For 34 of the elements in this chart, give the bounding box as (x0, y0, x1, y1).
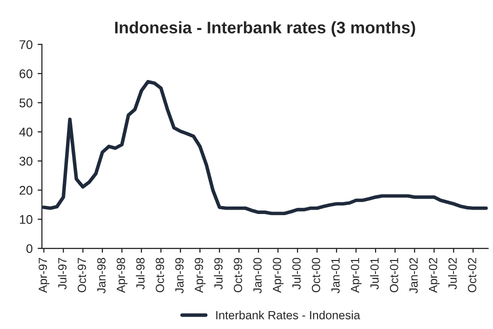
y-tick-label: 20 (20, 186, 32, 195)
y-tick-label: 30 (19, 156, 32, 166)
x-tick-label: Jul-97 (58, 258, 67, 290)
x-tick-label: Apr-02 (428, 258, 440, 293)
x-tick-label: Jul-01 (370, 258, 379, 290)
y-tick-label: 10 (20, 215, 32, 224)
x-tick-label: Apr-00 (272, 258, 284, 293)
y-tick-label: 0 (26, 244, 32, 254)
x-tick-label: Jan-98 (97, 258, 106, 294)
x-tick-label: Oct-00 (312, 258, 320, 292)
x-tick-label: Apr-01 (350, 258, 362, 293)
legend-label: Interbank Rates - Indonesia (216, 310, 360, 320)
y-tick-label: 50 (19, 98, 32, 108)
y-tick-label: 70 (20, 40, 32, 50)
x-tick-label: Jan-01 (331, 258, 340, 294)
x-tick-label: Oct-99 (234, 258, 242, 292)
y-tick-label: 60 (20, 69, 32, 78)
x-tick-label: Jul-02 (448, 258, 457, 290)
x-tick-label: Oct-01 (390, 258, 398, 292)
y-tick-label: 40 (19, 128, 32, 136)
x-tick-label: Oct-02 (468, 258, 476, 292)
line-series (42, 80, 488, 216)
x-tick-label: Oct-97 (78, 258, 86, 292)
x-tick-label: Jul-00 (292, 258, 301, 290)
x-tick-label: Apr-98 (116, 258, 128, 293)
chart-title: Indonesia - Interbank rates (3 months) (115, 21, 416, 37)
x-tick-label: Jan-02 (409, 258, 418, 294)
x-tick-label: Jan-99 (175, 258, 184, 294)
x-tick-label: Jul-98 (136, 258, 145, 290)
x-tick-label: Oct-98 (156, 258, 164, 292)
x-tick-label: Jan-00 (253, 258, 262, 294)
x-tick-label: Jul-99 (214, 258, 223, 290)
x-tick-label: Apr-97 (38, 258, 50, 293)
x-tick-label: Apr-99 (194, 258, 206, 293)
